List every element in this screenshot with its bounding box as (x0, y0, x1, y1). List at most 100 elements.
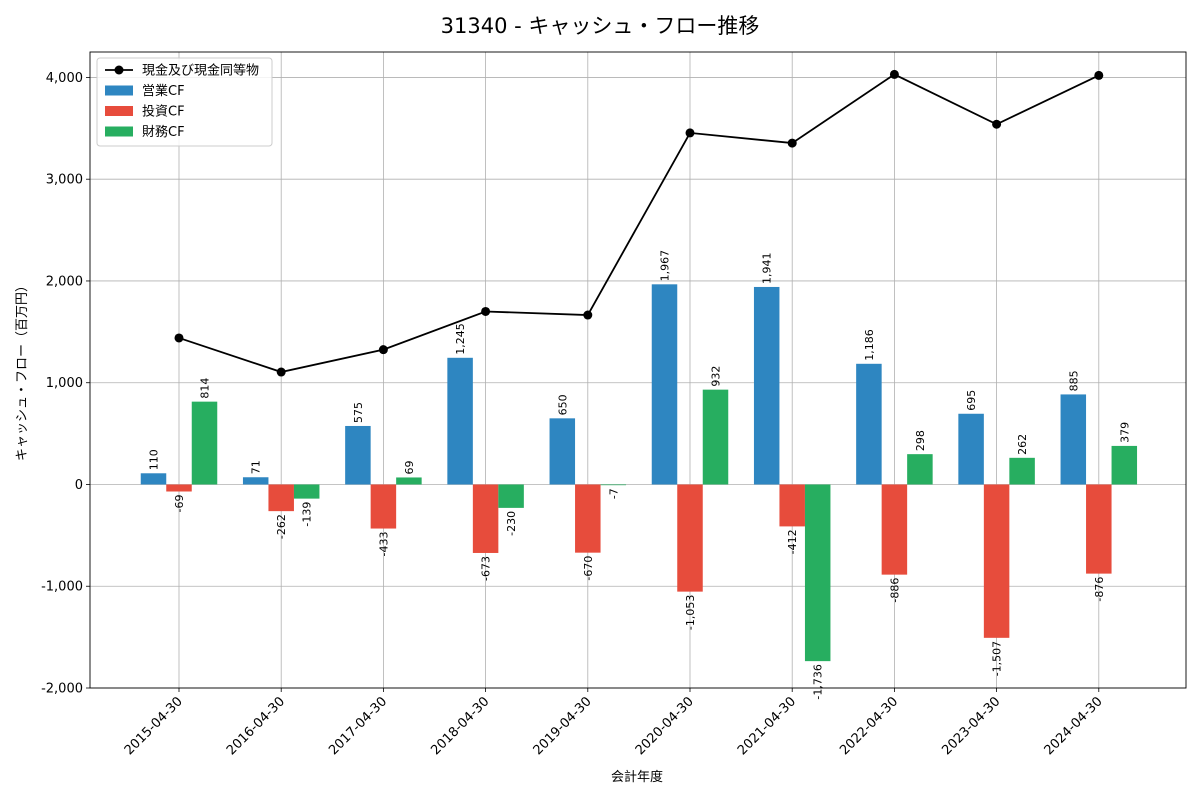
chart-title: 31340 - キャッシュ・フロー推移 (441, 14, 760, 38)
legend-label: 営業CF (142, 83, 185, 99)
bar-営業CF-2016-04-30 (242, 477, 269, 485)
bar-財務CF-2018-04-30 (498, 484, 524, 508)
y-tick-label: 1,000 (46, 376, 83, 391)
bar-value-label: 1,186 (863, 329, 876, 361)
legend-label: 財務CF (142, 125, 185, 140)
cash-point-2020-04-30 (685, 128, 695, 138)
bar-value-label: -1,736 (812, 664, 825, 699)
bar-value-label: 575 (352, 402, 365, 423)
cash-point-2017-04-30 (378, 345, 388, 355)
y-tick-label: 4,000 (46, 71, 83, 86)
bar-value-label: -886 (888, 578, 901, 603)
x-tick-label: 2021-04-30 (735, 694, 799, 758)
bar-投資CF-2017-04-30 (370, 484, 397, 529)
bar-投資CF-2020-04-30 (677, 484, 703, 592)
grid (90, 52, 1186, 689)
cash-point-2024-04-30 (1094, 70, 1104, 80)
bar-財務CF-2019-04-30 (600, 484, 627, 486)
bar-value-label: -1,507 (991, 641, 1004, 676)
bar-value-label: 298 (914, 430, 927, 451)
bar-value-label: -670 (582, 556, 595, 581)
x-tick-label: 2018-04-30 (428, 694, 492, 758)
y-tick-label: -1,000 (41, 580, 83, 595)
x-tick-label: 2022-04-30 (837, 694, 901, 758)
bar-営業CF-2018-04-30 (447, 357, 473, 485)
legend-label: 投資CF (142, 104, 185, 120)
y-axis-title: キャッシュ・フロー（百万円） (15, 279, 30, 461)
bar-value-label: -412 (786, 529, 799, 554)
legend-marker (114, 65, 124, 75)
bar-value-label: 69 (403, 460, 416, 474)
cash-point-2018-04-30 (481, 306, 491, 316)
x-tick-label: 2016-04-30 (224, 694, 288, 758)
bar-投資CF-2018-04-30 (472, 484, 499, 553)
bar-営業CF-2017-04-30 (345, 425, 371, 485)
bar-営業CF-2022-04-30 (856, 363, 882, 485)
bar-value-label: 1,941 (761, 252, 774, 284)
bar-財務CF-2016-04-30 (293, 484, 320, 499)
bar-value-label: 1,967 (659, 250, 672, 282)
y-tick-label: 2,000 (46, 274, 83, 289)
bar-value-label: -673 (480, 556, 493, 581)
cash-line-path (178, 73, 1100, 373)
bar-投資CF-2021-04-30 (779, 484, 805, 527)
bar-value-label: 379 (1118, 422, 1131, 443)
cash-point-2022-04-30 (889, 69, 899, 79)
bar-value-label: -433 (377, 532, 390, 557)
bar-labels: 110 71 575 1,245 650 1,967 1,941 1,186 695 885 -69… (148, 250, 1132, 700)
cash-point-2021-04-30 (787, 138, 797, 148)
bar-営業CF-2021-04-30 (753, 286, 780, 485)
bar-営業CF-2015-04-30 (140, 473, 167, 485)
bar-財務CF-2022-04-30 (907, 454, 933, 485)
bar-value-label: 262 (1016, 434, 1029, 455)
bar-value-label: 695 (965, 390, 978, 411)
x-tick-label: 2017-04-30 (326, 694, 390, 758)
legend-swatch (105, 126, 133, 137)
y-tick-label: -2,000 (41, 682, 83, 697)
y-tick-label: 3,000 (46, 173, 83, 188)
x-tick-label: 2015-04-30 (122, 694, 186, 758)
bar-value-label: -7 (607, 488, 620, 499)
bar-value-label: -139 (301, 502, 314, 527)
bar-営業CF-2019-04-30 (549, 418, 576, 485)
bars (140, 284, 1138, 662)
bar-財務CF-2015-04-30 (191, 401, 218, 485)
bar-投資CF-2023-04-30 (983, 484, 1010, 638)
x-tick-label: 2024-04-30 (1042, 694, 1106, 758)
bar-投資CF-2015-04-30 (166, 484, 192, 492)
legend-label: 現金及び現金同等物 (142, 63, 259, 79)
bar-value-label: -876 (1093, 577, 1106, 602)
bar-財務CF-2023-04-30 (1009, 457, 1035, 485)
x-tick-label: 2019-04-30 (531, 694, 595, 758)
bar-営業CF-2023-04-30 (958, 413, 984, 485)
bar-value-label: 71 (250, 460, 263, 474)
bar-value-label: -1,053 (684, 595, 697, 630)
cash-point-2019-04-30 (583, 310, 593, 320)
bar-営業CF-2024-04-30 (1060, 394, 1087, 485)
bar-投資CF-2016-04-30 (268, 484, 294, 512)
cash-point-2023-04-30 (992, 119, 1002, 129)
bar-value-label: 1,245 (454, 323, 467, 355)
cash-point-2016-04-30 (276, 367, 286, 377)
bar-財務CF-2020-04-30 (702, 389, 729, 485)
x-tick-label: 2020-04-30 (633, 694, 697, 758)
bar-財務CF-2017-04-30 (396, 477, 422, 485)
bar-value-label: -69 (173, 495, 186, 513)
cash-line (174, 69, 1104, 377)
bar-営業CF-2020-04-30 (651, 284, 678, 485)
bar-投資CF-2022-04-30 (881, 484, 908, 575)
x-tick-label: 2023-04-30 (939, 694, 1003, 758)
bar-value-label: -262 (275, 514, 288, 539)
bar-value-label: 650 (556, 394, 569, 415)
legend-swatch (105, 106, 133, 116)
bar-財務CF-2021-04-30 (804, 484, 831, 662)
bar-投資CF-2019-04-30 (575, 484, 601, 553)
y-tick-label: 0 (75, 478, 83, 493)
bar-value-label: 814 (199, 378, 212, 399)
plot-frame (89, 51, 1187, 689)
bar-財務CF-2024-04-30 (1111, 445, 1138, 485)
x-axis-title: 会計年度 (611, 769, 663, 785)
legend-box (96, 57, 273, 147)
